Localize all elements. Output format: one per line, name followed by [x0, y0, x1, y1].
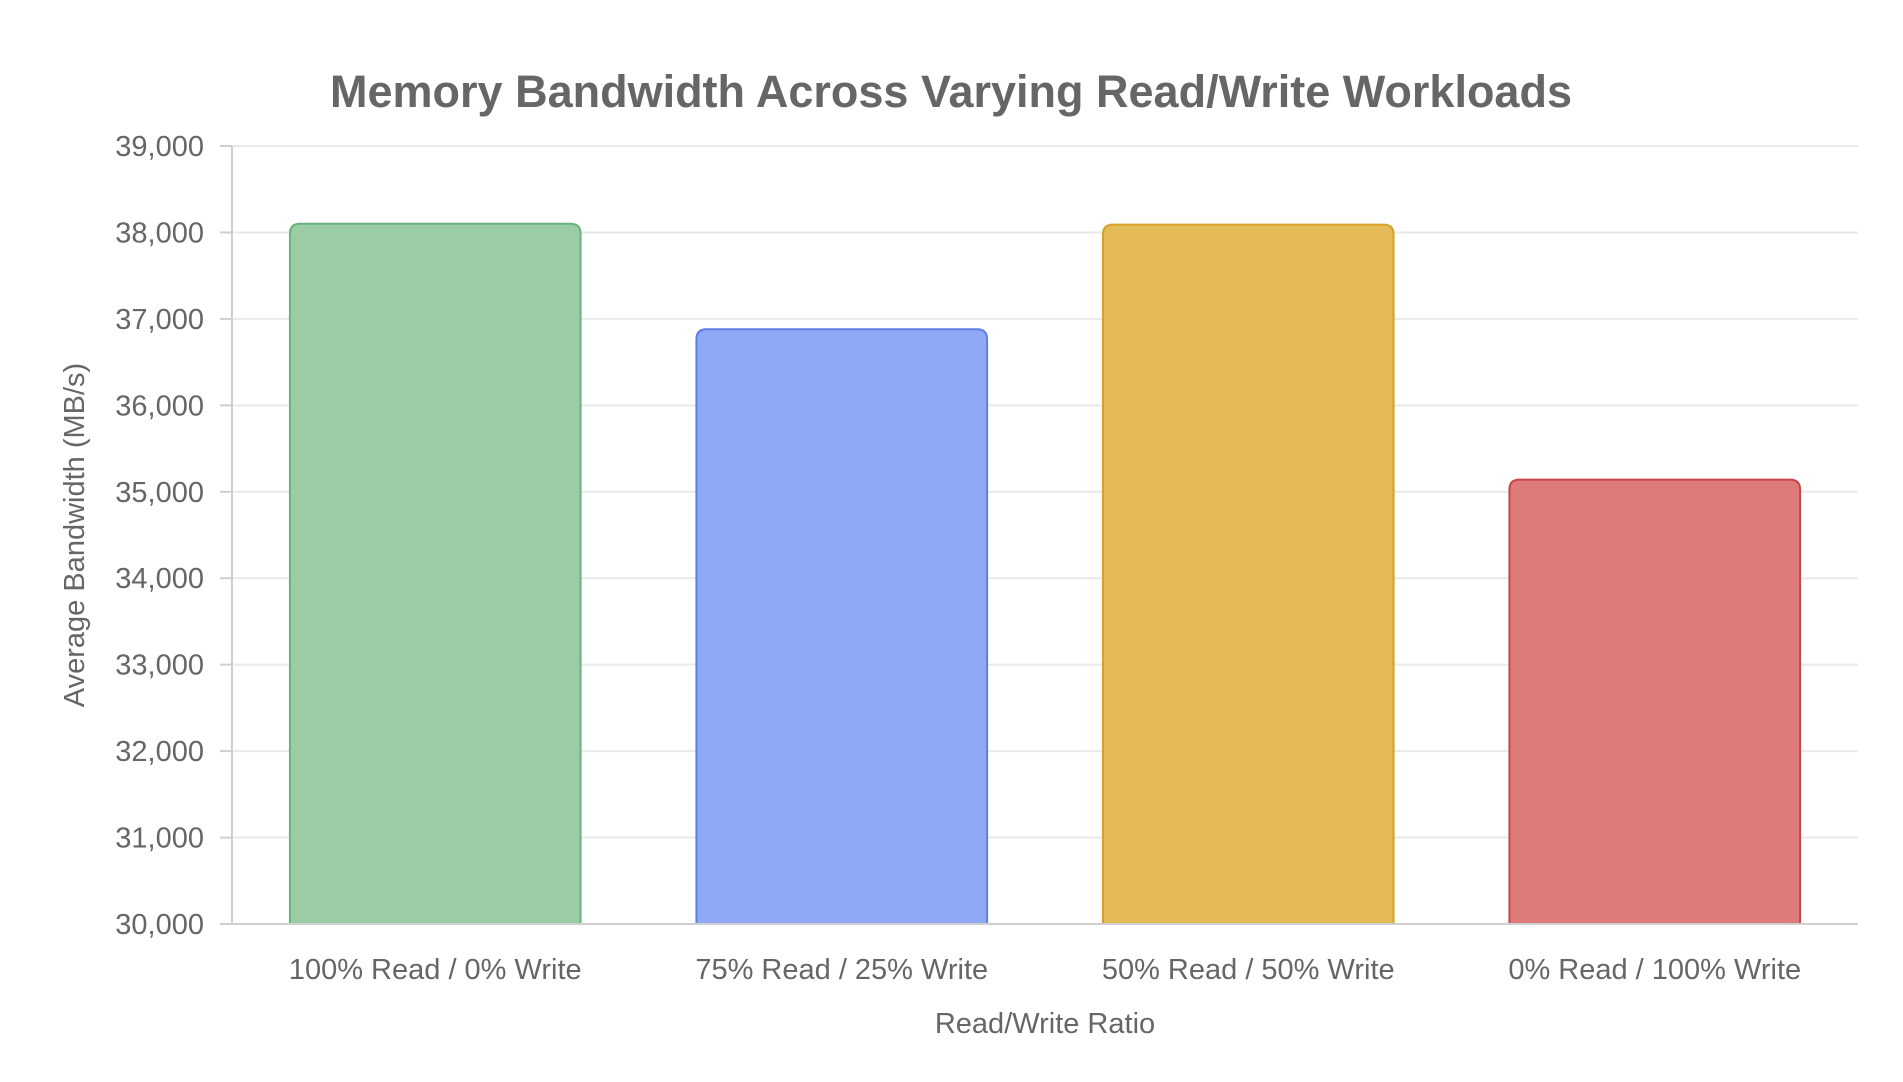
bars — [288, 222, 1802, 924]
bar — [288, 222, 582, 924]
y-tick-label: 34,000 — [115, 563, 204, 595]
y-tick-label: 39,000 — [115, 131, 204, 163]
y-tick-label: 35,000 — [115, 477, 204, 509]
y-tick-labels: 30,000 31,000 32,000 33,000 34,000 35,000 36,0… — [115, 131, 204, 941]
y-tick-label: 31,000 — [115, 823, 204, 855]
bar — [695, 328, 989, 924]
x-tick-label: 50% Read / 50% Write — [1102, 954, 1395, 986]
y-tick-label: 38,000 — [115, 217, 204, 249]
x-axis-title: Read/Write Ratio — [935, 1008, 1155, 1040]
bar — [1508, 478, 1802, 924]
y-axis-title: Average Bandwidth (MB/s) — [59, 363, 91, 707]
chart-title: Memory Bandwidth Across Varying Read/Wri… — [330, 66, 1572, 117]
x-tick-labels: 100% Read / 0% Write 75% Read / 25% Write… — [289, 954, 1801, 986]
x-tick-label: 100% Read / 0% Write — [289, 954, 582, 986]
y-tick-label: 37,000 — [115, 304, 204, 336]
y-tick-label: 32,000 — [115, 736, 204, 768]
x-tick-label: 0% Read / 100% Write — [1508, 954, 1801, 986]
y-tick-label: 33,000 — [115, 650, 204, 682]
bar — [1101, 223, 1395, 924]
y-tick-label: 30,000 — [115, 909, 204, 941]
x-tick-label: 75% Read / 25% Write — [695, 954, 988, 986]
axes — [231, 146, 1858, 925]
y-tick-label: 36,000 — [115, 390, 204, 422]
